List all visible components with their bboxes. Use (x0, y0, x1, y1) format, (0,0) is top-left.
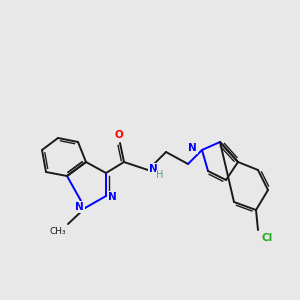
Text: H: H (156, 170, 164, 180)
Text: N: N (149, 164, 158, 174)
Text: CH₃: CH₃ (50, 227, 66, 236)
Text: Cl: Cl (261, 233, 272, 243)
Text: N: N (108, 192, 117, 202)
Text: N: N (75, 202, 84, 212)
Text: N: N (188, 143, 197, 153)
Text: O: O (115, 130, 123, 140)
